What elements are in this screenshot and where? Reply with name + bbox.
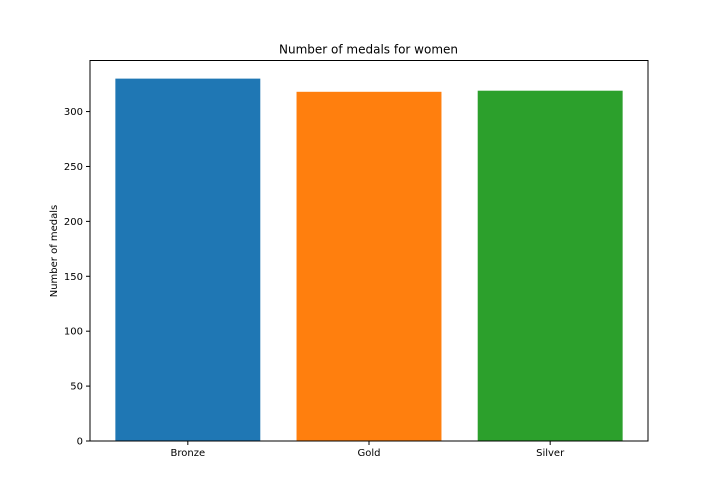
y-tick-label: 150 — [64, 272, 83, 283]
bar-gold — [296, 91, 442, 441]
x-tick-label: Gold — [358, 448, 381, 459]
y-axis-label: Number of medals — [49, 205, 60, 298]
y-tick-label: 0 — [77, 437, 83, 448]
y-tick-label: 250 — [64, 162, 83, 173]
bars-group — [115, 78, 623, 441]
bar-bronze — [115, 78, 261, 441]
y-tick-label: 200 — [64, 217, 83, 228]
y-tick-label: 300 — [64, 107, 83, 118]
y-tick-label: 50 — [70, 382, 83, 393]
y-tick-label: 100 — [64, 327, 83, 338]
x-tick-label: Silver — [536, 448, 565, 459]
bar-silver — [477, 90, 623, 441]
plot-frame — [89, 60, 649, 442]
y-axis-ticks: 0 50 100 150 200 250 300 — [64, 107, 90, 448]
x-axis-ticks: Bronze Gold Silver — [171, 441, 565, 459]
x-tick-label: Bronze — [171, 448, 206, 459]
chart-title: Number of medals for women — [279, 43, 458, 57]
